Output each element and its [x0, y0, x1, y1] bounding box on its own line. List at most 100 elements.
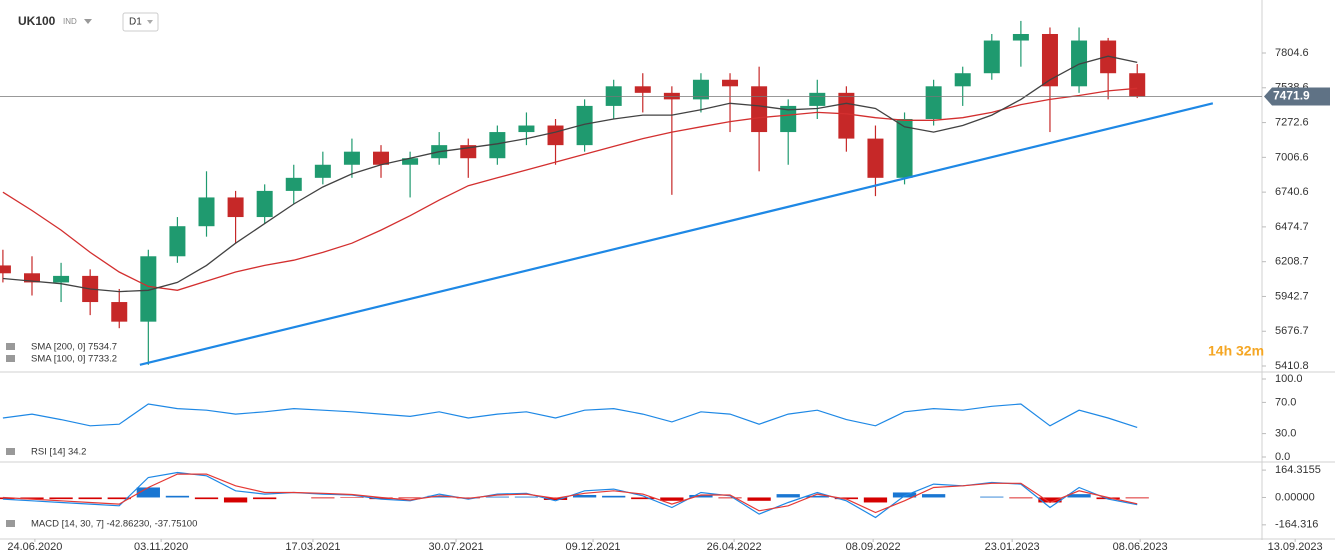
histogram-bar: [1067, 494, 1091, 498]
candle-body: [1041, 33, 1058, 87]
histogram-bar: [689, 494, 713, 498]
histogram-bar: [572, 494, 597, 498]
histogram-bar: [107, 497, 131, 500]
candle-body: [140, 256, 157, 322]
candle-body: [1129, 73, 1146, 97]
indicator-line: [2, 473, 1138, 514]
histogram-bar: [223, 497, 248, 503]
candle-body: [751, 86, 768, 133]
candle-body: [402, 158, 419, 165]
y-tick-label: 7804.6: [1275, 47, 1309, 59]
dropdown-arrow[interactable]: [147, 20, 153, 24]
y-tick-label: 0.0: [1275, 451, 1290, 463]
histogram-bar: [863, 497, 888, 503]
histogram-bar: [892, 492, 917, 498]
histogram-bar: [921, 494, 946, 498]
histogram-bar: [805, 495, 829, 498]
histogram-bar: [369, 497, 393, 500]
histogram-bar: [20, 497, 44, 500]
y-tick-label: 5676.7: [1275, 325, 1309, 337]
x-tick-label: 30.07.2021: [429, 541, 484, 553]
legend-entry: SMA [200, 0] 7534.7: [31, 342, 117, 353]
candle-body: [605, 86, 622, 106]
histogram-bar: [631, 497, 655, 500]
timeframe-box[interactable]: [122, 12, 159, 32]
candle-body: [838, 92, 855, 139]
candle-body: [576, 105, 593, 146]
histogram-bar: [253, 497, 277, 500]
y-tick-label: 7006.6: [1275, 151, 1309, 163]
candle-body: [634, 86, 651, 93]
candle-body: [1100, 40, 1117, 74]
histogram-bar: [1096, 497, 1120, 500]
x-tick-label: 24.06.2020: [7, 541, 62, 553]
candle-body: [722, 79, 739, 87]
candle-body: [227, 197, 244, 218]
x-tick-label: 13.09.2023: [1268, 541, 1323, 553]
candle-body: [256, 190, 273, 218]
y-tick-label: 6208.7: [1275, 256, 1309, 268]
y-tick-label: 6740.6: [1275, 186, 1309, 198]
market: IND: [63, 17, 77, 26]
sma-line: [2, 87, 1138, 291]
x-tick-label: 03.11.2020: [134, 541, 188, 553]
candle-body: [1012, 33, 1029, 41]
legend-entry: RSI [14] 34.2: [31, 447, 86, 458]
candle-body: [780, 105, 797, 133]
legend-icon: [6, 355, 15, 362]
dropdown-arrow[interactable]: [84, 19, 92, 24]
y-tick-label: 7272.6: [1275, 116, 1309, 128]
x-tick-label: 08.09.2022: [846, 541, 901, 553]
y-tick-label: -164.316: [1275, 519, 1318, 531]
candle-body: [169, 226, 186, 257]
symbol[interactable]: UK100: [18, 14, 56, 28]
last-price-tag: [1264, 87, 1330, 106]
histogram-bar: [194, 497, 219, 500]
candle-body: [809, 92, 826, 106]
legend-entry: MACD [14, 30, 7] -42.86230, -37.75100: [31, 519, 197, 530]
x-tick-label: 23.01.2023: [985, 541, 1040, 553]
histogram-bar: [485, 496, 509, 498]
candle-body: [954, 73, 971, 87]
timer: 14h 32m: [1208, 343, 1264, 359]
timeframe[interactable]: D1: [129, 17, 142, 28]
legend-icon: [6, 520, 15, 527]
histogram-bar: [311, 497, 335, 499]
histogram-bar: [660, 497, 684, 501]
candle-body: [983, 40, 1000, 74]
candle-body: [518, 125, 535, 133]
histogram-bar: [514, 496, 539, 498]
candle-body: [343, 151, 360, 165]
histogram-bar: [1125, 497, 1149, 499]
candle-body: [547, 125, 564, 146]
candle-body: [111, 302, 128, 322]
x-tick-label: 09.12.2021: [566, 541, 621, 553]
histogram-bar: [747, 497, 771, 501]
legend-icon: [6, 343, 15, 350]
histogram-bar: [136, 487, 160, 498]
histogram-bar: [718, 497, 742, 499]
candle-body: [314, 164, 331, 178]
histogram-bar: [602, 495, 626, 498]
histogram-bar: [1038, 497, 1062, 503]
candle-body: [663, 92, 680, 100]
candle-body: [925, 86, 942, 119]
x-tick-label: 17.03.2021: [285, 541, 340, 553]
legend-icon: [6, 448, 15, 455]
histogram-bar: [1009, 497, 1033, 499]
y-tick-label: 0.00000: [1275, 491, 1315, 503]
y-tick-label: 5942.7: [1275, 290, 1309, 302]
candle-body: [896, 118, 913, 178]
indicator-line: [2, 403, 1138, 428]
candle-body: [692, 79, 709, 100]
y-tick-label: 100.0: [1275, 373, 1303, 385]
y-tick-label: 70.0: [1275, 396, 1296, 408]
histogram-bar: [776, 494, 800, 498]
histogram-bar: [398, 497, 422, 499]
y-tick-label: 30.0: [1275, 428, 1296, 440]
histogram-bar: [834, 497, 859, 500]
histogram-bar: [49, 497, 73, 500]
y-tick-label: 164.3155: [1275, 464, 1321, 476]
